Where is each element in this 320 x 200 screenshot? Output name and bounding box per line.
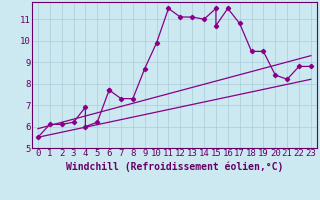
X-axis label: Windchill (Refroidissement éolien,°C): Windchill (Refroidissement éolien,°C) bbox=[66, 161, 283, 172]
